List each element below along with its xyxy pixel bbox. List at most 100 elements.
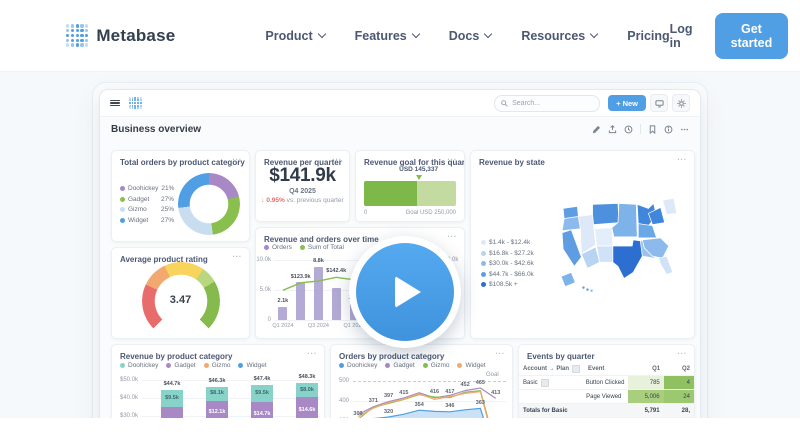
nav-item-docs[interactable]: Docs [449,29,493,43]
legend-item: Widget [238,362,267,369]
card-total-orders: Total orders by product category ... Doo… [111,150,250,242]
pivot-icon [572,364,581,373]
card-title: Events by quarter [527,352,595,361]
legend-item: Doohickey [339,362,377,369]
card-title: Revenue by state [479,158,545,167]
progress-goal-label: Goal USD 250,000 [405,210,456,216]
legend-item: $44.7k - $66.0k [481,271,551,278]
chevron-down-icon [317,29,326,39]
get-started-button[interactable]: Get started [714,12,789,59]
legend-item: Doohickey 21% [120,185,174,192]
us-choropleth-map [560,197,678,292]
legend-item: Gizmo 25% [120,206,174,213]
edit-pencil-icon[interactable] [592,125,601,134]
progress-fill [364,181,418,206]
dashboard-frame: Search... + New Business overview [92,82,708,445]
search-icon [501,99,508,107]
gauge-value: 3.47 [169,294,192,306]
chevron-down-icon [411,29,420,39]
donut-total-label: Total [202,206,216,213]
gauge-chart [142,262,220,338]
card-title: Average product rating [120,255,208,264]
video-play-button[interactable] [349,236,461,348]
subscriptions-clock-icon[interactable] [624,125,633,134]
kpi-value: $141.9k [269,165,336,186]
legend-item: Orders [264,244,292,251]
card-menu-ellipsis[interactable]: ... [447,230,457,239]
legend-item: Sum of Total [299,244,344,251]
metabase-logo-icon [66,24,89,47]
card-revenue-per-quarter: Revenue per quarter ... $141.9k Q4 2025 … [255,150,350,222]
login-link[interactable]: Log in [669,21,693,50]
bookmark-icon[interactable] [648,124,657,134]
legend-item: Widget [457,362,486,369]
map-legend: $1.4k - $12.4k $16.8k - $27.2k $30.0k - $4… [481,239,551,288]
menu-icon[interactable] [110,99,120,107]
card-menu-ellipsis[interactable]: ... [447,153,457,162]
share-icon[interactable] [608,124,617,134]
nav-item-product[interactable]: Product [265,29,326,43]
nav-item-features[interactable]: Features [355,29,420,43]
metabase-logo[interactable]: Metabase [66,24,175,47]
combo-legend: Orders Sum of Total [264,244,344,251]
card-menu-ellipsis[interactable]: ... [307,347,317,356]
search-input[interactable]: Search... [494,94,601,112]
new-button[interactable]: + New [608,95,646,111]
legend-item: $30.0k - $42.6k [481,260,551,267]
nav-item-pricing[interactable]: Pricing [627,28,670,43]
card-menu-ellipsis[interactable]: ... [677,347,687,356]
donut-chart: 69,540 Total [178,173,240,235]
progress-current-label: USD 145,337 [399,166,439,173]
more-ellipsis-icon[interactable] [680,125,689,134]
lines-legend: Doohickey Gadget Gizmo Widget [339,362,486,369]
legend-item: $108.5k + [481,281,551,288]
search-placeholder: Search... [512,99,541,107]
info-icon[interactable] [664,125,673,134]
nav-right: Log in Get started [669,12,789,59]
legend-item: Gizmo [203,362,230,369]
legend-item: Gadget [166,362,196,369]
donut-total-value: 69,540 [193,195,225,207]
display-icon[interactable] [650,94,668,112]
card-title: Revenue per quarter [264,158,342,167]
legend-item: Doohickey [120,362,158,369]
card-revenue-by-state: Revenue by state ... $1.4k - $12.4k $16.8… [470,150,695,339]
nav-item-resources[interactable]: Resources [521,29,599,43]
kpi-delta: ↓ 0.95% vs. previous quarter [261,197,344,204]
table-row: Totals for Basic 5,791 28, [519,403,694,417]
card-title: Orders by product category [339,352,445,361]
legend-item: Gizmo [422,362,449,369]
chevron-down-icon [590,29,599,39]
stacked-legend: Doohickey Gadget Gizmo Widget [120,362,267,369]
app-logo-icon[interactable] [129,96,142,110]
play-icon [395,276,421,308]
progress-min-label: 0 [364,210,368,216]
hero-section: Search... + New Business overview [0,72,800,445]
table-header-row: Account → Plan Event Q1 Q2 [523,364,690,373]
progress-bar [364,181,456,206]
donut-legend: Doohickey 21% Gadget 27% Gizmo 25% Widget 27% [120,185,174,224]
card-title: Total orders by product category [120,158,245,167]
site-navbar: Metabase Product Features Docs Resources Pri… [0,0,800,72]
card-title: Revenue by product category [120,352,233,361]
metabase-app-window: Search... + New Business overview [99,89,701,445]
card-revenue-goal: Revenue goal for this quarter ... USD 14… [355,150,465,222]
card-menu-ellipsis[interactable]: ... [232,153,242,162]
legend-item: $16.8k - $27.2k [481,250,551,257]
table-row: Page Viewed 5,006 24 [519,389,694,403]
dashboard-header: Business overview [100,116,700,142]
card-menu-ellipsis[interactable]: ... [232,250,242,259]
card-title: Revenue goal for this quarter [364,158,465,167]
kpi-period: Q4 2025 [289,188,316,195]
gear-icon[interactable] [672,94,690,112]
legend-item: $1.4k - $12.4k [481,239,551,246]
card-menu-ellipsis[interactable]: ... [677,153,687,162]
page-section-below [0,418,800,445]
expand-icon [540,378,549,387]
card-menu-ellipsis[interactable]: ... [495,347,505,356]
progress-marker [415,175,422,180]
table-row: Basic Button Clicked 785 4 [519,375,694,389]
card-menu-ellipsis[interactable]: ... [332,153,342,162]
dashboard-title: Business overview [111,123,202,135]
